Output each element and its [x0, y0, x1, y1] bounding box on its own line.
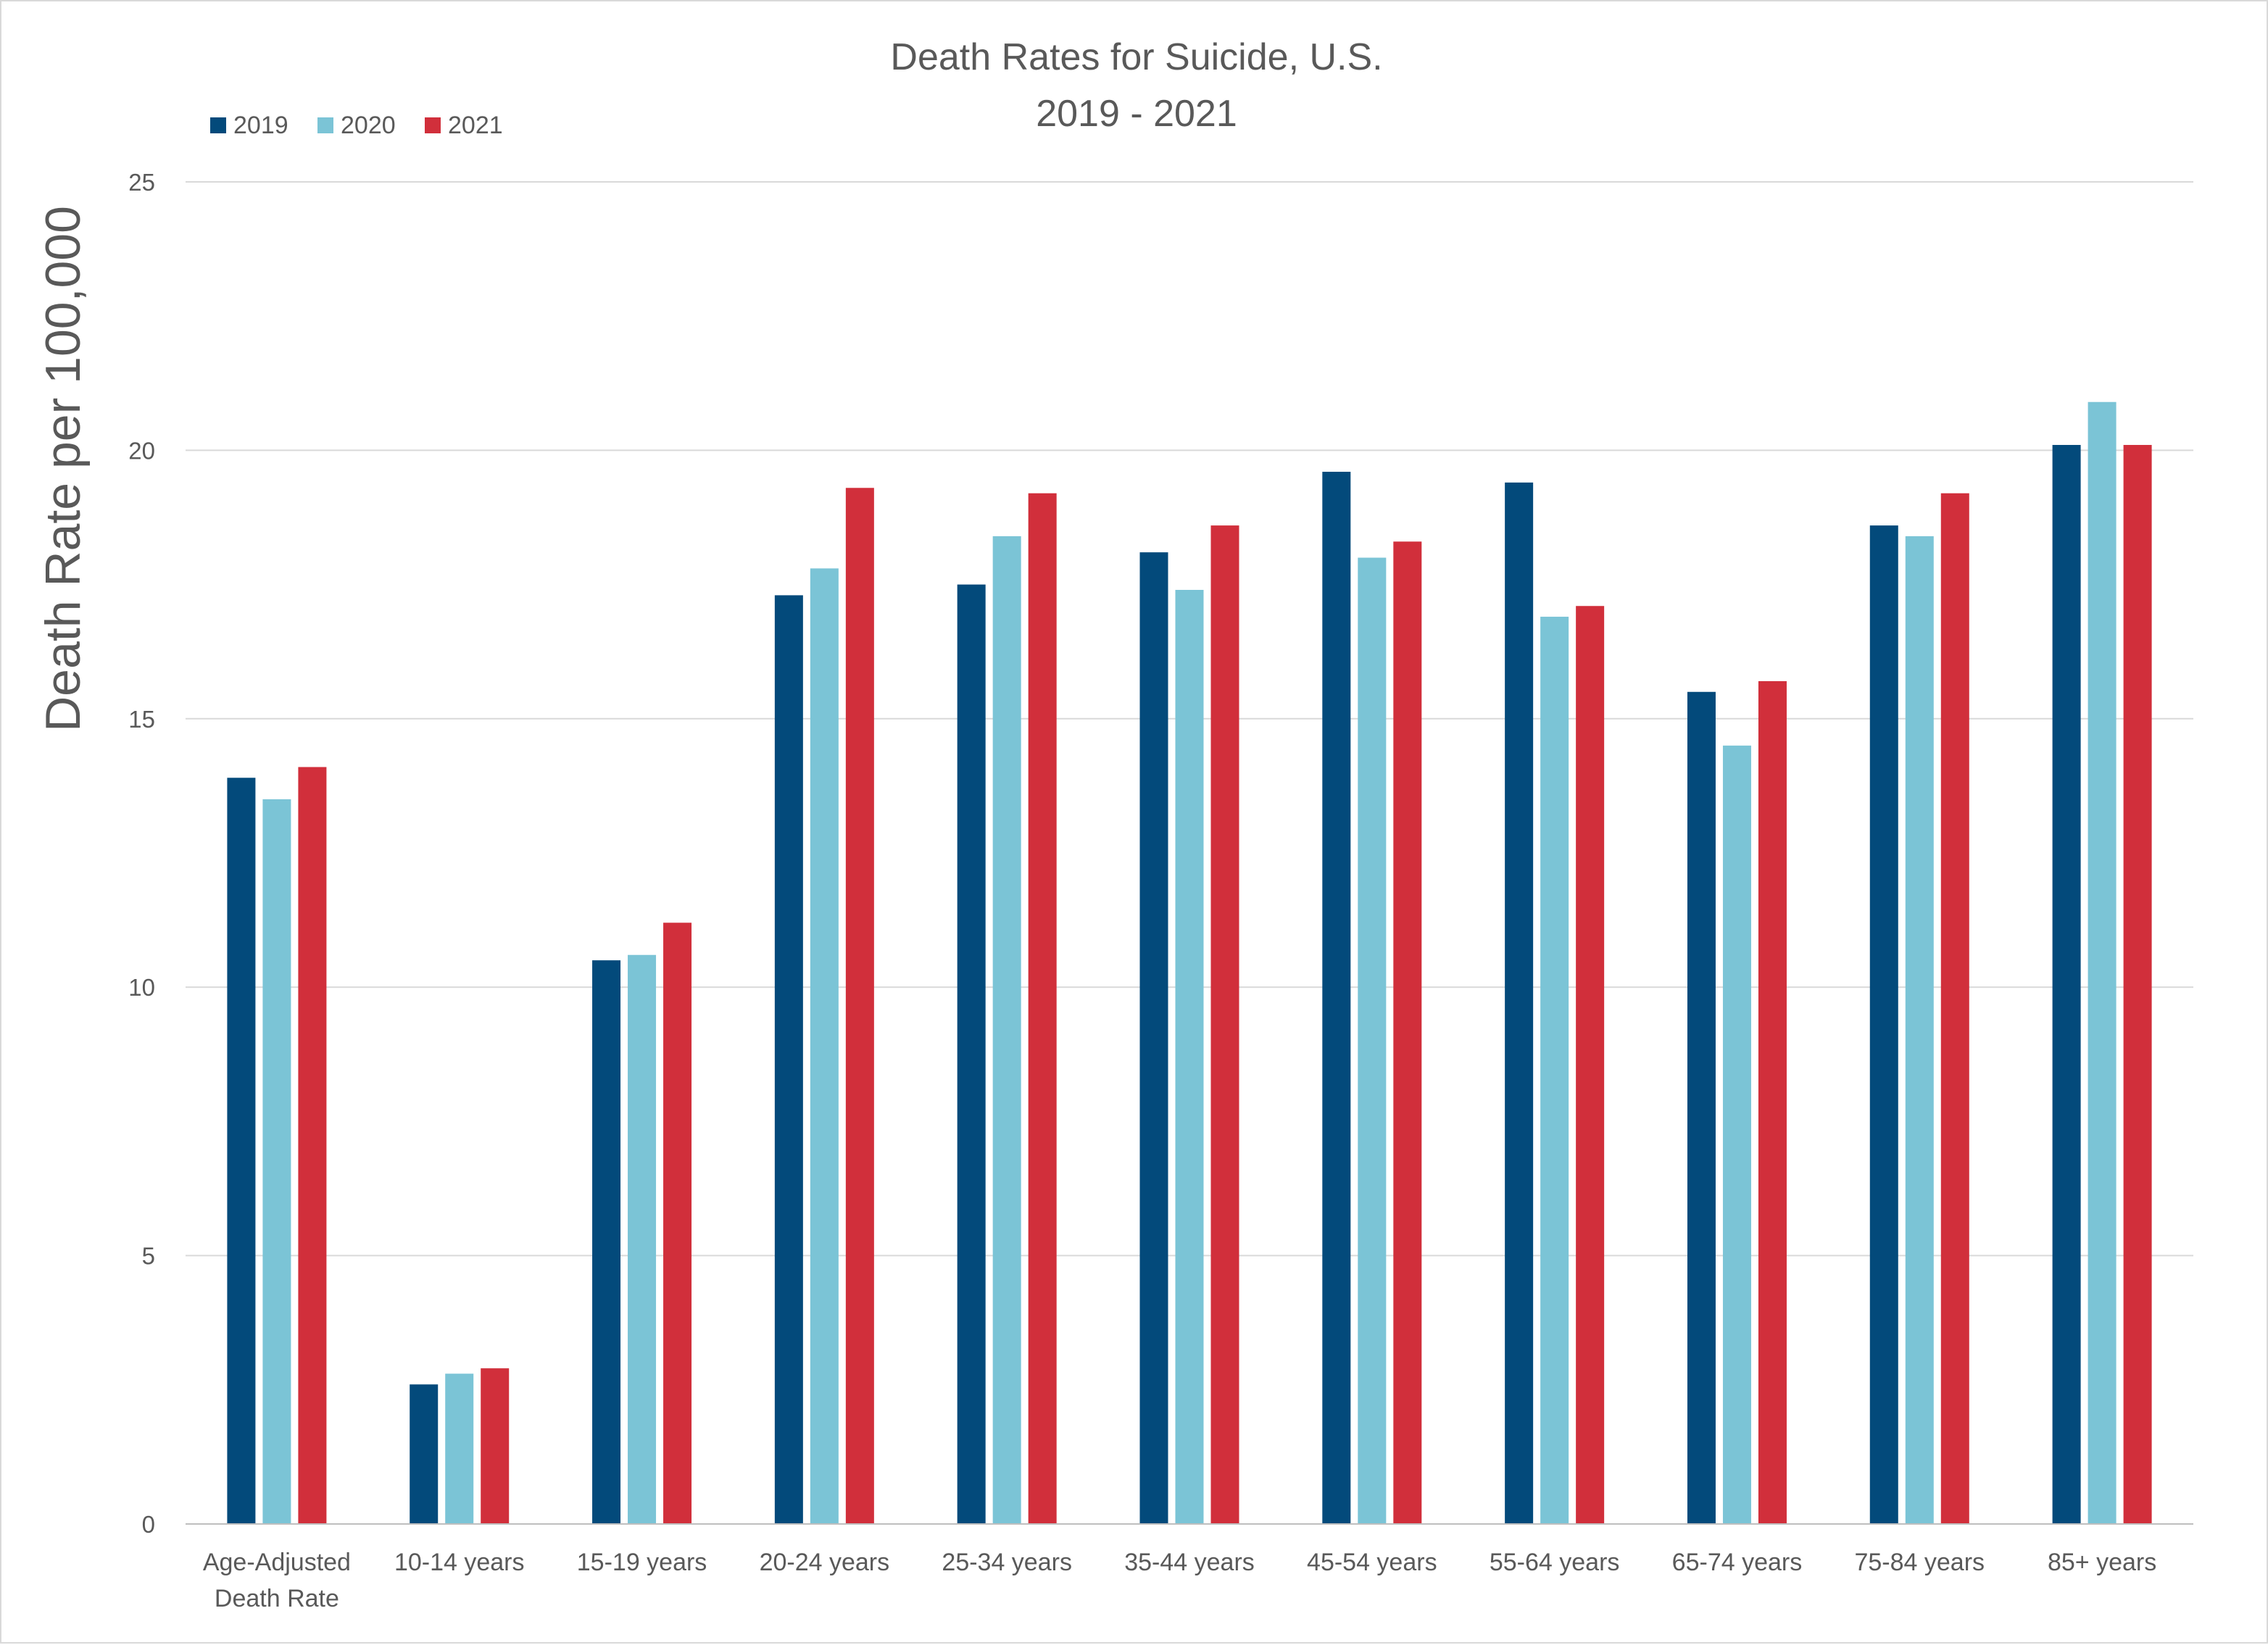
y-tick-label: 20: [128, 437, 155, 464]
bars: [227, 401, 2152, 1525]
bar-2019: [1139, 552, 1168, 1524]
y-tick-label: 15: [128, 706, 155, 733]
x-tick-label-line: Death Rate: [215, 1585, 339, 1612]
x-tick-label: 45-54 years: [1307, 1549, 1437, 1576]
bar-2021: [1576, 606, 1605, 1525]
x-tick-label-line: Age-Adjusted: [203, 1549, 351, 1576]
x-tick-label: 75-84 years: [1854, 1549, 1985, 1576]
x-tick-label-line: 20-24 years: [760, 1549, 890, 1576]
bar-2019: [410, 1384, 439, 1524]
bar-2019: [1322, 472, 1351, 1524]
bar-2021: [845, 488, 874, 1524]
y-tick-label: 0: [142, 1511, 155, 1538]
bar-2021: [2123, 444, 2152, 1525]
x-tick-label-line: 65-74 years: [1672, 1549, 1803, 1576]
bar-2019: [957, 584, 986, 1524]
x-tick-label-line: 85+ years: [2048, 1549, 2156, 1576]
legend: 2019 2020 2021: [210, 112, 503, 139]
bar-2020: [992, 536, 1021, 1524]
x-tick-label-line: 10-14 years: [394, 1549, 525, 1576]
bar-2020: [445, 1373, 474, 1524]
legend-swatch: [317, 117, 333, 133]
bar-2021: [1940, 493, 1969, 1524]
chart-subtitle: 2019 - 2021: [1036, 93, 1237, 135]
x-tick-label-line: 15-19 years: [577, 1549, 707, 1576]
x-tick-label: Age-Adjusted Death Rate: [203, 1549, 351, 1612]
legend-item: 2021: [425, 112, 503, 139]
legend-label: 2021: [448, 112, 503, 139]
legend-label: 2020: [341, 112, 396, 139]
bar-2020: [1722, 745, 1751, 1524]
bar-2020: [1358, 557, 1387, 1524]
bar-2020: [810, 568, 839, 1524]
bar-2020: [1905, 536, 1934, 1524]
bar-2020: [2088, 401, 2117, 1524]
bar-2019: [1869, 525, 1898, 1524]
bar-2019: [1687, 691, 1716, 1524]
x-tick-label-line: 75-84 years: [1854, 1549, 1985, 1576]
bar-2020: [628, 954, 657, 1524]
y-tick-label: 25: [128, 169, 155, 196]
chart-title: Death Rates for Suicide, U.S.: [890, 36, 1382, 78]
bar-2021: [1210, 525, 1239, 1524]
x-tick-label: 65-74 years: [1672, 1549, 1803, 1576]
bar-2021: [1393, 541, 1422, 1525]
x-tick-label: 85+ years: [2048, 1549, 2156, 1576]
bar-2019: [227, 778, 256, 1524]
legend-item: 2020: [317, 112, 396, 139]
x-tick-label: 55-64 years: [1490, 1549, 1620, 1576]
y-tick-label: 10: [128, 974, 155, 1001]
x-tick-label: 25-34 years: [942, 1549, 1072, 1576]
bar-2021: [298, 767, 327, 1524]
x-tick-label-line: 45-54 years: [1307, 1549, 1437, 1576]
bar-2021: [481, 1368, 510, 1524]
legend-swatch: [210, 117, 226, 133]
x-tick-label: 10-14 years: [394, 1549, 525, 1576]
x-tick-label-line: 35-44 years: [1124, 1549, 1255, 1576]
bar-2020: [262, 799, 291, 1524]
x-tick-label-line: 55-64 years: [1490, 1549, 1620, 1576]
bar-2021: [663, 923, 692, 1524]
bar-2019: [1505, 482, 1534, 1524]
y-axis-label: Death Rate per 100,000: [36, 206, 91, 732]
bar-2021: [1758, 680, 1787, 1524]
x-tick-label: 20-24 years: [760, 1549, 890, 1576]
y-tick-label: 5: [142, 1243, 155, 1270]
x-tick-label: 35-44 years: [1124, 1549, 1255, 1576]
x-axis-labels: Age-Adjusted Death Rate 10-14 years 15-19 y…: [203, 1549, 2156, 1612]
y-axis-ticks: 0 5 10 15 20 25: [128, 169, 155, 1538]
legend-item: 2019: [210, 112, 288, 139]
x-tick-label-line: 25-34 years: [942, 1549, 1072, 1576]
bar-2019: [774, 595, 803, 1524]
bar-2021: [1028, 493, 1057, 1524]
bar-2019: [2052, 444, 2081, 1525]
x-tick-label: 15-19 years: [577, 1549, 707, 1576]
legend-swatch: [425, 117, 441, 133]
bar-2019: [592, 960, 621, 1524]
bar-2020: [1175, 590, 1204, 1524]
legend-label: 2019: [233, 112, 288, 139]
bar-2020: [1540, 617, 1569, 1524]
